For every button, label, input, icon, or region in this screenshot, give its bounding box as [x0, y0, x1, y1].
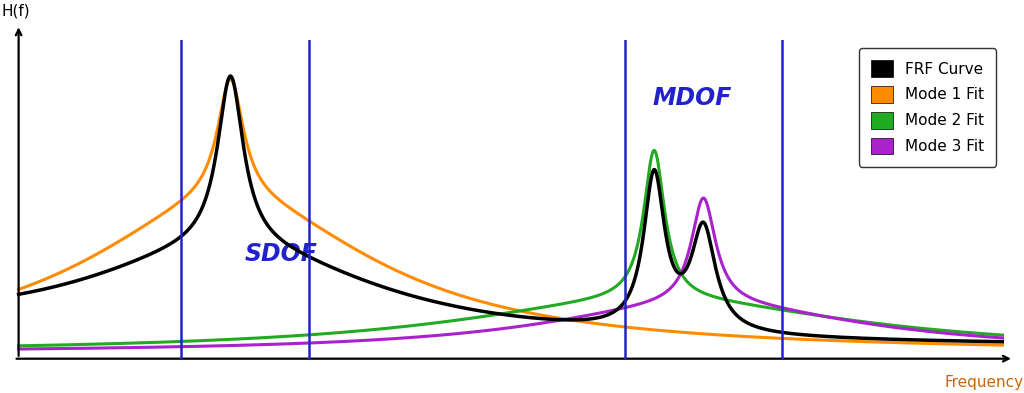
- Text: H(f): H(f): [2, 3, 31, 18]
- Text: MDOF: MDOF: [652, 86, 732, 110]
- Legend: FRF Curve, Mode 1 Fit, Mode 2 Fit, Mode 3 Fit: FRF Curve, Mode 1 Fit, Mode 2 Fit, Mode …: [859, 48, 996, 167]
- Text: Frequency: Frequency: [945, 375, 1024, 389]
- Text: SDOF: SDOF: [245, 242, 317, 266]
